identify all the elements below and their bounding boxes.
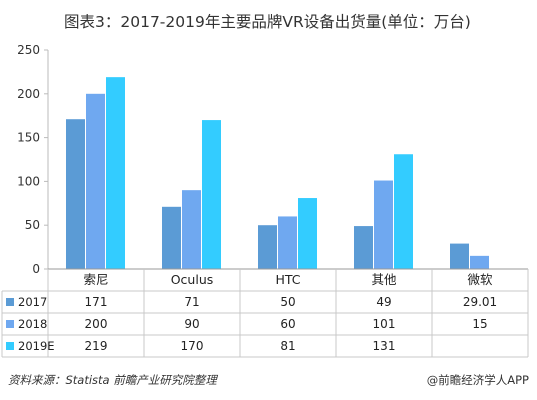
series-label: 2018 — [18, 317, 47, 331]
source-note: 资料来源：Statista 前瞻产业研究院整理 — [8, 373, 217, 387]
bar — [354, 226, 373, 269]
bar — [450, 243, 469, 269]
y-tick-label: 250 — [17, 43, 40, 57]
y-tick-label: 50 — [25, 218, 40, 232]
category-label: 索尼 — [83, 272, 108, 287]
data-value-label: 101 — [373, 317, 396, 331]
data-value-label: 15 — [472, 317, 487, 331]
category-label: 微软 — [467, 272, 493, 287]
data-value-label: 81 — [280, 339, 295, 353]
y-tick-label: 0 — [32, 262, 40, 276]
data-value-label: 131 — [373, 339, 396, 353]
data-value-label: 170 — [181, 339, 204, 353]
bar — [298, 198, 317, 269]
series-label: 2019E — [18, 339, 55, 353]
y-tick-label: 200 — [17, 87, 40, 101]
data-value-label: 90 — [184, 317, 199, 331]
bar — [162, 206, 181, 269]
data-value-label: 219 — [85, 339, 108, 353]
data-value-label: 71 — [184, 295, 199, 309]
data-value-label: 29.01 — [463, 295, 497, 309]
data-value-label: 171 — [85, 295, 108, 309]
legend-swatch — [6, 342, 14, 350]
bar — [258, 225, 277, 269]
bar — [202, 120, 221, 269]
bar — [374, 180, 393, 269]
series-label: 2017 — [18, 295, 47, 309]
bar — [66, 119, 85, 269]
data-value-label: 50 — [280, 295, 295, 309]
bar — [394, 154, 413, 269]
legend-swatch — [6, 298, 14, 306]
data-value-label: 60 — [280, 317, 295, 331]
bar — [106, 77, 125, 269]
category-label: HTC — [275, 272, 300, 287]
category-label: 其他 — [371, 272, 397, 287]
y-tick-label: 150 — [17, 131, 40, 145]
bar — [182, 190, 201, 269]
brand-label: @前瞻经济学人APP — [426, 373, 529, 387]
y-tick-label: 100 — [17, 174, 40, 188]
legend-swatch — [6, 320, 14, 328]
data-value-label: 200 — [85, 317, 108, 331]
chart-title: 图表3：2017-2019年主要品牌VR设备出货量(单位：万台) — [64, 13, 471, 31]
category-label: Oculus — [171, 272, 214, 287]
bar — [278, 216, 297, 269]
bar — [470, 255, 489, 269]
bar — [86, 93, 105, 269]
data-value-label: 49 — [376, 295, 391, 309]
